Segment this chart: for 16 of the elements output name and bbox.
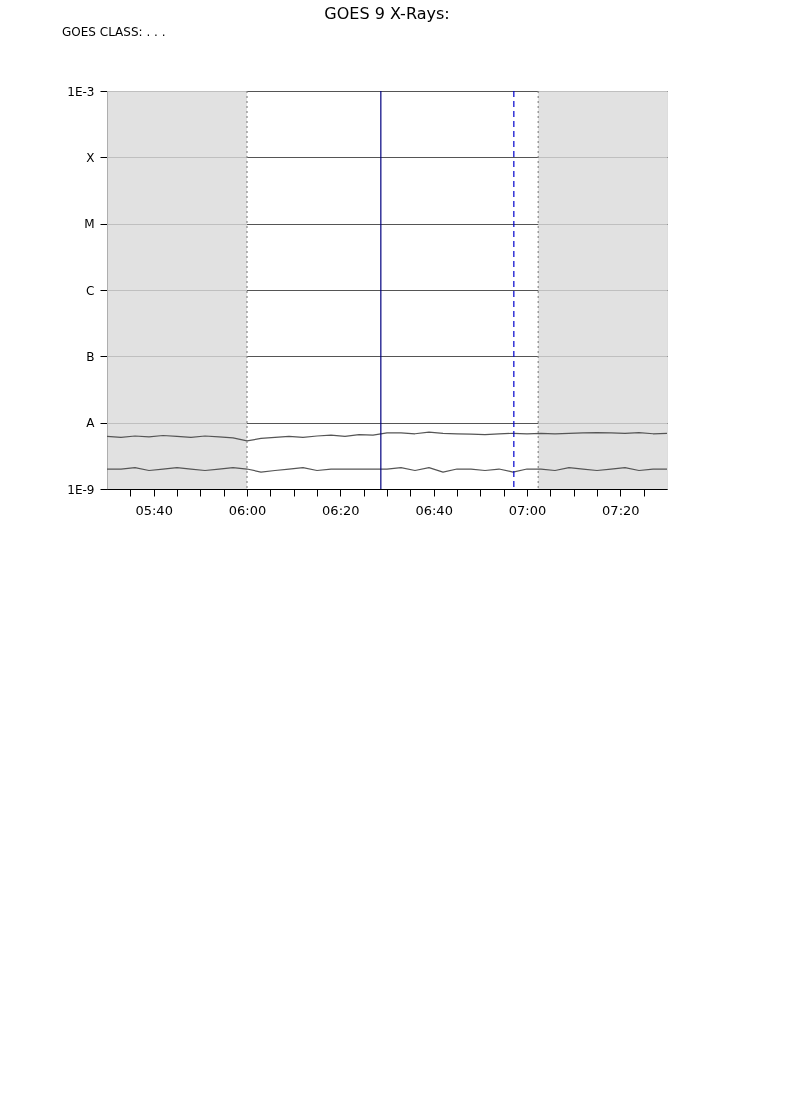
x-tick-label: 05:40	[135, 502, 173, 518]
y-tick-label: M	[84, 217, 95, 232]
y-tick-label: A	[86, 416, 96, 431]
line-series	[106, 431, 668, 442]
y-tick-label: X	[86, 150, 95, 165]
chart-title: GOES 9 X-Rays:	[324, 4, 450, 23]
x-tick-label: 06:20	[322, 502, 360, 518]
y-tick-label: 1E-9	[67, 482, 95, 497]
x-tick-label: 06:00	[228, 502, 267, 518]
y-tick-label: 1E-3	[67, 84, 95, 99]
x-tick-label: 07:00	[508, 502, 547, 518]
y-tick-label: C	[86, 283, 95, 298]
text: GOES CLASS: . . .	[62, 25, 166, 39]
x-tick-label: 06:40	[415, 502, 453, 518]
y-tick-label: B	[86, 349, 95, 364]
x-tick-label: 07:20	[602, 502, 640, 518]
